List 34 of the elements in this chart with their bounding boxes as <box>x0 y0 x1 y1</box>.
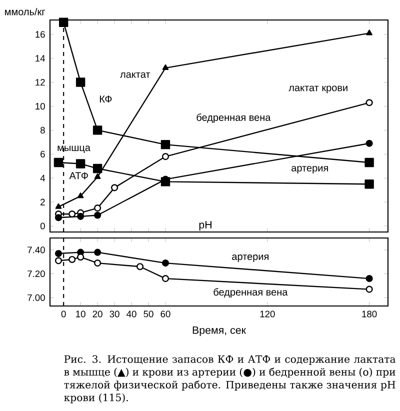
x-tick-label: 40 <box>126 310 136 318</box>
y-tick-label: 4 <box>40 174 46 182</box>
y-tick-label: 2 <box>40 198 45 206</box>
x-tick-label: 120 <box>260 310 275 318</box>
series-label: бедренная вена <box>214 288 288 298</box>
x-tick-label: 30 <box>110 310 120 318</box>
series-label: КФ <box>100 96 112 103</box>
y-tick-label: 6 <box>40 150 45 158</box>
x-tick-label: 10 <box>76 310 86 318</box>
series-label: бедренная вена <box>196 114 271 123</box>
x-tick-label: 20 <box>92 310 102 318</box>
y-tick-label: 12 <box>36 79 45 86</box>
y-tick-label: 0 <box>40 222 45 230</box>
series-label: АТФ <box>69 172 88 180</box>
annotation: лактат крови <box>288 86 348 94</box>
y-tick-label: 14 <box>36 55 46 62</box>
y-tick-label: 8 <box>40 126 45 134</box>
chart-title: pH <box>199 221 212 231</box>
y-tick-label: 16 <box>36 31 45 38</box>
y-tick-label: 10 <box>36 102 45 110</box>
y-axis-title: ммоль/кг <box>5 8 45 16</box>
y-tick-label: 7.40 <box>28 246 45 254</box>
y-tick-label: 7.20 <box>28 270 45 278</box>
x-tick-label: 50 <box>144 310 154 318</box>
x-tick-label: 60 <box>160 310 170 318</box>
series-label: артерия <box>292 166 328 174</box>
series-label: артерия <box>232 254 268 262</box>
x-axis-title: Время, сек <box>192 326 246 336</box>
series-label: лактат <box>120 72 150 78</box>
y-tick-label: 7.00 <box>28 294 45 301</box>
annotation: мышца <box>58 146 90 154</box>
x-tick-label: 0 <box>61 310 66 318</box>
x-tick-label: 180 <box>362 310 377 318</box>
text: Рис. 3. Истощение запасов КФ и АТФ и содержание лактата в мышце (▲) и крови из артерии (●) и бедренной вены (o) при тяжелой физической работе. Приведены также значения pH крови (115). <box>64 355 396 404</box>
